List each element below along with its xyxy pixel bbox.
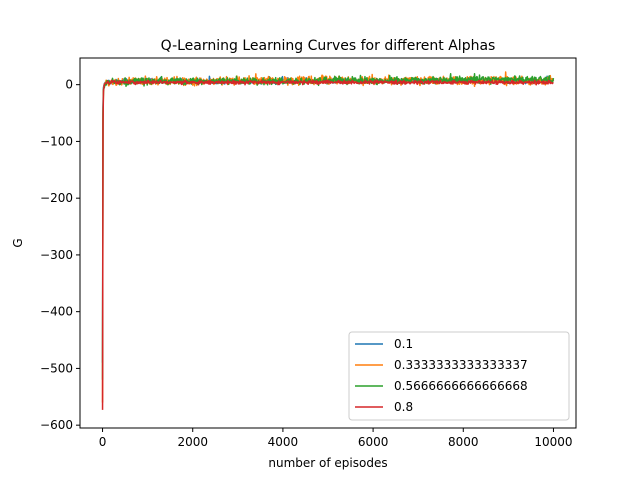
y-axis-label: G xyxy=(11,238,25,247)
x-tick-label: 4000 xyxy=(268,435,299,449)
y-tick-label: −100 xyxy=(40,134,73,148)
x-tick-label: 2000 xyxy=(177,435,208,449)
y-tick-label: −600 xyxy=(40,418,73,432)
legend-label: 0.8 xyxy=(394,400,413,414)
chart-title: Q-Learning Learning Curves for different… xyxy=(161,38,496,54)
x-tick-label: 8000 xyxy=(448,435,479,449)
x-tick-label: 6000 xyxy=(358,435,389,449)
y-tick-label: −300 xyxy=(40,248,73,262)
legend-label: 0.1 xyxy=(394,337,413,351)
legend: 0.1 0.3333333333333337 0.5666666666666668 0… xyxy=(348,331,570,421)
legend-box xyxy=(348,331,570,421)
y-tick-label: 0 xyxy=(65,78,73,92)
legend-label: 0.3333333333333337 xyxy=(394,358,528,372)
axes-frame xyxy=(79,57,577,429)
y-axis-ticks: 0 −100 −200 −300 −400 −500 −600 xyxy=(40,78,80,432)
x-axis-label: number of episodes xyxy=(268,456,387,470)
x-tick-label: 0 xyxy=(99,435,107,449)
plot-series xyxy=(101,71,555,410)
x-tick-label: 10000 xyxy=(534,435,572,449)
legend-items: 0.1 0.3333333333333337 0.5666666666666668 0… xyxy=(355,337,528,414)
legend-label: 0.5666666666666668 xyxy=(394,379,528,393)
y-tick-label: −400 xyxy=(40,305,73,319)
x-axis-ticks: 0 2000 4000 6000 8000 10000 xyxy=(99,428,573,449)
series-line xyxy=(101,79,554,410)
y-tick-label: −200 xyxy=(40,191,73,205)
y-tick-label: −500 xyxy=(40,361,73,375)
